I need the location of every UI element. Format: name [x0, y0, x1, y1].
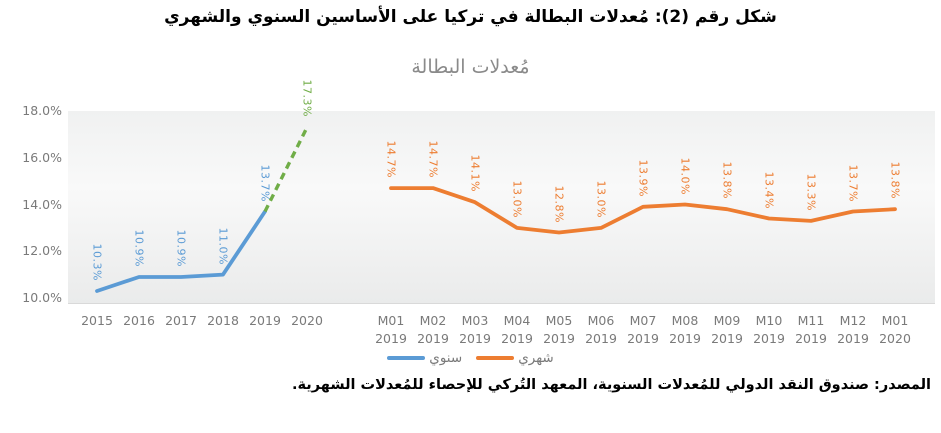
data-label: 10.9% — [132, 229, 146, 267]
annual-series-swatch — [387, 356, 426, 360]
legend-label-monthly: شهري — [518, 350, 554, 366]
month-code: M11 — [797, 313, 825, 328]
data-label: 12.8% — [552, 185, 566, 223]
x-axis-month-label: M10 2019 — [753, 312, 785, 348]
legend-label-annual: سنوي — [429, 350, 463, 366]
x-axis-month-label: M09 2019 — [711, 312, 743, 348]
data-label: 13.0% — [594, 180, 608, 218]
month-code: M06 — [587, 313, 615, 328]
x-axis-month-label: M06 2019 — [585, 312, 617, 348]
x-axis-month-label: M01 2020 — [879, 312, 911, 348]
month-code: M02 — [419, 313, 447, 328]
month-code: M01 — [881, 313, 909, 328]
source-note: المصدر: صندوق النقد الدولي للمُعدلات الس… — [291, 377, 931, 393]
plot-area — [68, 111, 935, 304]
month-code: M04 — [503, 313, 531, 328]
x-axis-year-label: 2019 — [249, 313, 281, 328]
data-label: 14.7% — [426, 140, 440, 179]
month-year: 2019 — [543, 331, 575, 346]
legend: سنوي شهري — [0, 350, 941, 366]
chart-title: مُعدلات البطالة — [411, 56, 530, 78]
month-code: M07 — [629, 313, 657, 328]
x-axis-month-label: M12 2019 — [837, 312, 869, 348]
data-label: 13.7% — [846, 164, 860, 202]
month-year: 2019 — [375, 331, 407, 346]
legend-item-annual: سنوي — [387, 350, 462, 366]
data-label: 14.0% — [678, 157, 692, 195]
data-label: 13.3% — [804, 173, 818, 211]
y-axis-tick-label: 12.0% — [22, 243, 62, 259]
monthly-series-line — [389, 186, 897, 235]
month-code: M03 — [461, 313, 489, 328]
month-code: M05 — [545, 313, 573, 328]
month-year: 2019 — [795, 331, 827, 346]
forecast-dashed-line — [263, 126, 309, 213]
month-code: M12 — [839, 313, 867, 328]
month-year: 2019 — [669, 331, 701, 346]
x-axis-year-label: 2018 — [207, 313, 239, 328]
monthly-series-swatch — [476, 356, 515, 360]
month-code: M10 — [755, 313, 783, 328]
figure-title: شكل رقم (2): مُعدلات البطالة في تركيا عل… — [164, 7, 777, 27]
x-axis-month-label: M11 2019 — [795, 312, 827, 348]
x-axis-year-label: 2020 — [291, 313, 323, 328]
month-year: 2019 — [711, 331, 743, 346]
data-label: 13.0% — [510, 180, 524, 218]
x-axis-month-label: M07 2019 — [627, 312, 659, 348]
month-year: 2020 — [879, 331, 911, 346]
x-axis-month-label: M04 2019 — [501, 312, 533, 348]
y-axis-tick-label: 14.0% — [22, 196, 62, 212]
data-label: 13.7% — [258, 164, 272, 202]
month-year: 2019 — [417, 331, 449, 346]
legend-item-monthly: شهري — [476, 350, 554, 366]
x-axis-year-label: 2016 — [123, 313, 155, 328]
x-axis-month-label: M01 2019 — [375, 312, 407, 348]
y-axis-tick-label: 16.0% — [22, 149, 62, 165]
y-axis-tick-label: 18.0% — [22, 103, 62, 118]
x-axis-year-label: 2015 — [81, 313, 113, 328]
month-code: M09 — [713, 313, 741, 328]
month-year: 2019 — [585, 331, 617, 346]
data-label: 13.8% — [888, 161, 902, 200]
month-year: 2019 — [459, 331, 491, 346]
month-code: M08 — [671, 313, 699, 328]
month-year: 2019 — [627, 331, 659, 346]
x-axis-month-label: M02 2019 — [417, 312, 449, 348]
x-axis-year-label: 2017 — [165, 313, 197, 328]
data-label: 13.9% — [636, 159, 650, 197]
data-label: 14.7% — [384, 140, 398, 179]
data-label: 13.4% — [762, 171, 776, 209]
month-year: 2019 — [753, 331, 785, 346]
y-axis-tick-label: 10.0% — [22, 290, 62, 305]
x-axis-month-label: M03 2019 — [459, 312, 491, 348]
data-label: 10.3% — [90, 243, 104, 281]
x-axis-month-label: M05 2019 — [543, 312, 575, 348]
month-year: 2019 — [501, 331, 533, 346]
data-label: 13.8% — [720, 161, 734, 200]
month-year: 2019 — [837, 331, 869, 346]
data-label: 10.9% — [174, 229, 188, 267]
annual-series-line — [95, 209, 267, 293]
month-code: M01 — [377, 313, 405, 328]
data-label: 11.0% — [216, 227, 230, 265]
data-label: 17.3% — [300, 79, 314, 118]
data-label: 14.1% — [468, 154, 482, 193]
x-axis-month-label: M08 2019 — [669, 312, 701, 348]
